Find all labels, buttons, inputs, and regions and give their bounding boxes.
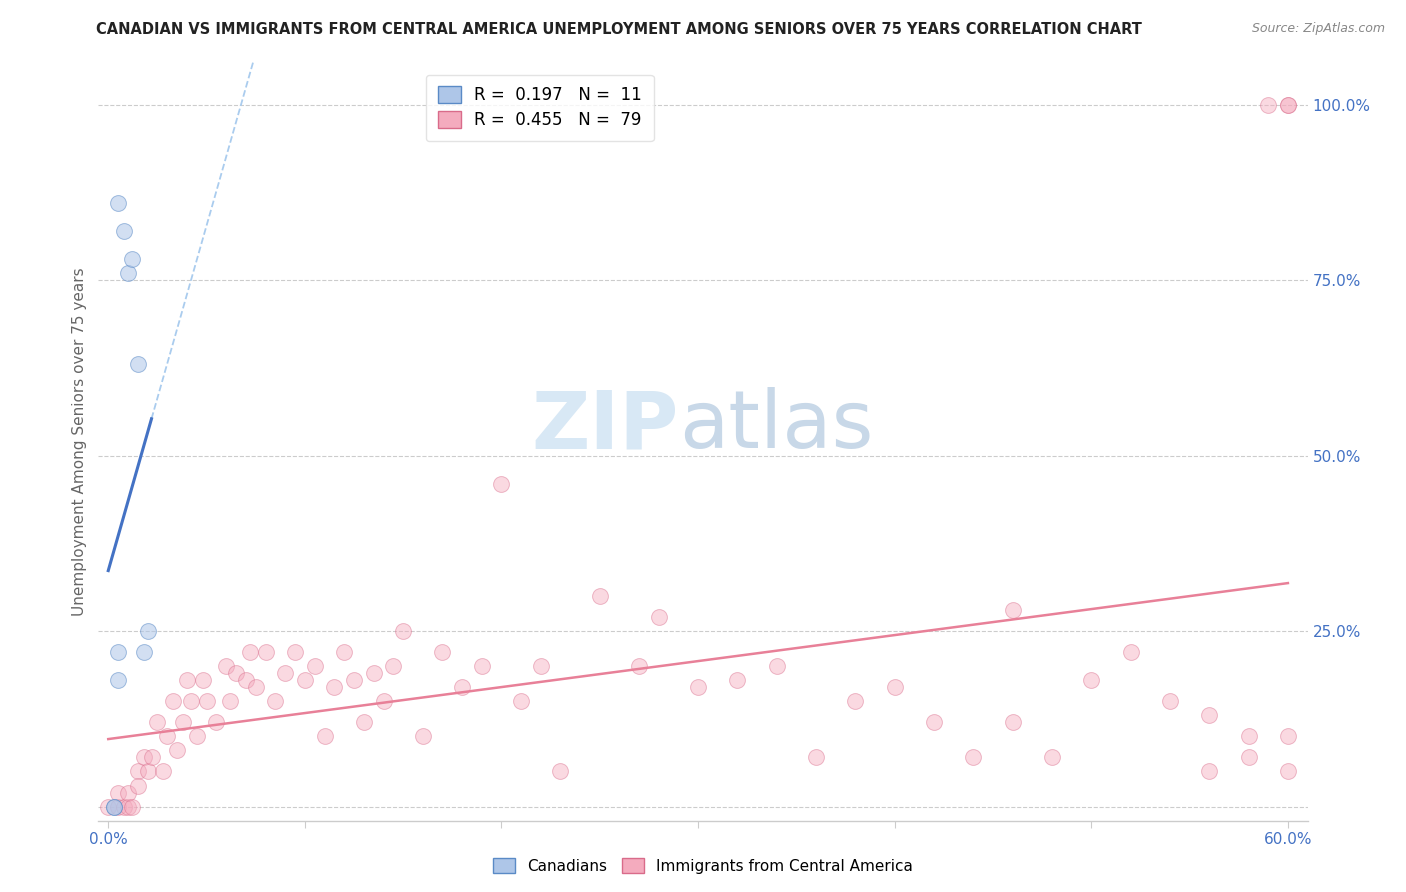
Text: Source: ZipAtlas.com: Source: ZipAtlas.com xyxy=(1251,22,1385,36)
Point xyxy=(1237,750,1260,764)
Point xyxy=(373,694,395,708)
Point xyxy=(162,694,184,708)
Point xyxy=(107,195,129,210)
Point xyxy=(136,764,159,779)
Text: CANADIAN VS IMMIGRANTS FROM CENTRAL AMERICA UNEMPLOYMENT AMONG SENIORS OVER 75 Y: CANADIAN VS IMMIGRANTS FROM CENTRAL AMER… xyxy=(96,22,1142,37)
Point xyxy=(1119,645,1142,659)
Point xyxy=(648,610,671,624)
Point xyxy=(146,715,169,730)
Point xyxy=(103,799,125,814)
Point xyxy=(107,645,129,659)
Point xyxy=(117,786,139,800)
Point xyxy=(172,715,194,730)
Point xyxy=(180,694,202,708)
Point xyxy=(550,764,572,779)
Point xyxy=(725,673,748,688)
Point xyxy=(1198,764,1220,779)
Point xyxy=(156,730,179,744)
Point xyxy=(688,680,710,694)
Point xyxy=(962,750,984,764)
Point xyxy=(491,476,513,491)
Point xyxy=(254,645,277,659)
Point xyxy=(510,694,533,708)
Point xyxy=(628,659,651,673)
Point xyxy=(274,666,297,681)
Point xyxy=(121,252,143,266)
Point xyxy=(314,730,336,744)
Point xyxy=(239,645,262,659)
Point xyxy=(589,589,612,603)
Point xyxy=(1001,603,1024,617)
Point xyxy=(205,715,228,730)
Point xyxy=(294,673,316,688)
Point xyxy=(804,750,827,764)
Legend: Canadians, Immigrants from Central America: Canadians, Immigrants from Central Ameri… xyxy=(488,852,918,880)
Point xyxy=(136,624,159,639)
Point xyxy=(186,730,208,744)
Point xyxy=(1159,694,1181,708)
Legend: R =  0.197   N =  11, R =  0.455   N =  79: R = 0.197 N = 11, R = 0.455 N = 79 xyxy=(426,75,654,141)
Point xyxy=(127,357,149,371)
Point xyxy=(191,673,214,688)
Point xyxy=(127,779,149,793)
Point xyxy=(112,224,135,238)
Point xyxy=(471,659,494,673)
Point xyxy=(117,799,139,814)
Point xyxy=(922,715,945,730)
Point xyxy=(219,694,242,708)
Point xyxy=(1277,97,1299,112)
Point xyxy=(1277,764,1299,779)
Point xyxy=(1080,673,1102,688)
Text: atlas: atlas xyxy=(679,387,873,466)
Point xyxy=(97,799,120,814)
Point xyxy=(195,694,218,708)
Point xyxy=(264,694,287,708)
Point xyxy=(284,645,307,659)
Point xyxy=(382,659,405,673)
Point xyxy=(107,786,129,800)
Point xyxy=(392,624,415,639)
Point xyxy=(1001,715,1024,730)
Point xyxy=(333,645,356,659)
Point xyxy=(103,799,125,814)
Point xyxy=(121,799,143,814)
Point xyxy=(132,750,155,764)
Point xyxy=(412,730,434,744)
Point xyxy=(127,764,149,779)
Point xyxy=(1198,708,1220,723)
Point xyxy=(152,764,174,779)
Point xyxy=(343,673,366,688)
Point xyxy=(1237,730,1260,744)
Point xyxy=(844,694,866,708)
Point xyxy=(1277,730,1299,744)
Point xyxy=(141,750,163,764)
Point xyxy=(432,645,454,659)
Y-axis label: Unemployment Among Seniors over 75 years: Unemployment Among Seniors over 75 years xyxy=(72,268,87,615)
Point xyxy=(235,673,257,688)
Point xyxy=(304,659,326,673)
Point xyxy=(530,659,553,673)
Point xyxy=(1040,750,1063,764)
Point xyxy=(112,799,135,814)
Point xyxy=(1277,97,1299,112)
Point xyxy=(117,266,139,280)
Point xyxy=(1257,97,1279,112)
Point xyxy=(176,673,198,688)
Point xyxy=(215,659,238,673)
Point xyxy=(225,666,247,681)
Point xyxy=(883,680,905,694)
Point xyxy=(166,743,188,757)
Point xyxy=(323,680,346,694)
Point xyxy=(245,680,267,694)
Point xyxy=(132,645,155,659)
Point xyxy=(107,673,129,688)
Point xyxy=(363,666,385,681)
Point xyxy=(107,799,129,814)
Point xyxy=(353,715,375,730)
Point xyxy=(765,659,787,673)
Point xyxy=(451,680,474,694)
Text: ZIP: ZIP xyxy=(531,387,679,466)
